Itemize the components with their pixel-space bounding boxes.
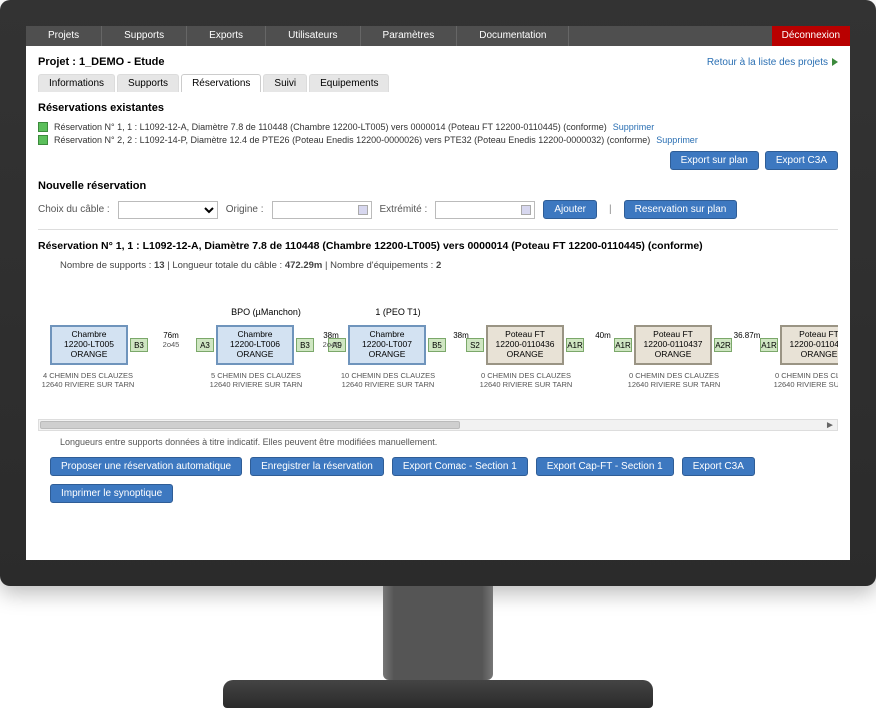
segment-length: 40m — [586, 331, 620, 340]
monitor: Projets Supports Exports Utilisateurs Pa… — [0, 0, 876, 720]
reservation-text: Réservation N° 2, 2 : L1092-14-P, Diamèt… — [54, 135, 650, 145]
node-address: 5 CHEMIN DES CLAUZES12640 RIVIERE SUR TA… — [196, 371, 316, 389]
node-address: 0 CHEMIN DES CLAUZES12640 RIVIERE SUR TA… — [760, 371, 838, 389]
reservation-stats: Nombre de supports : 13 | Longueur total… — [60, 260, 838, 271]
print-synoptic-button[interactable]: Imprimer le synoptique — [50, 484, 173, 503]
node-address: 0 CHEMIN DES CLAUZES12640 RIVIERE SUR TA… — [466, 371, 586, 389]
tab-informations[interactable]: Informations — [38, 74, 115, 92]
back-to-projects-link[interactable]: Retour à la liste des projets — [707, 57, 838, 68]
nav-item-projets[interactable]: Projets — [26, 26, 102, 46]
divider: | — [605, 204, 616, 215]
picker-icon — [358, 205, 368, 215]
bottom-buttons: Proposer une réservation automatique Enr… — [50, 457, 838, 503]
top-nav: Projets Supports Exports Utilisateurs Pa… — [26, 26, 850, 46]
equip-count: 2 — [436, 260, 441, 271]
support-node[interactable]: Chambre12200-LT007ORANGE — [348, 325, 426, 365]
end-input[interactable] — [435, 201, 535, 219]
existing-reservations-title: Réservations existantes — [38, 102, 838, 114]
port-label: B3 — [296, 338, 314, 352]
nav-item-supports[interactable]: Supports — [102, 26, 187, 46]
content: Projet : 1_DEMO - Etude Retour à la list… — [26, 46, 850, 513]
monitor-stand-neck — [383, 586, 493, 680]
export-sur-plan-button[interactable]: Export sur plan — [670, 151, 759, 170]
port-label: A3 — [196, 338, 214, 352]
port-label: A1R — [760, 338, 778, 352]
nav-item-parametres[interactable]: Paramètres — [361, 26, 458, 46]
total-length: 472.29m — [285, 260, 323, 271]
port-label: A2R — [714, 338, 732, 352]
delete-link[interactable]: Supprimer — [656, 135, 698, 145]
propose-auto-button[interactable]: Proposer une réservation automatique — [50, 457, 242, 476]
picker-icon — [521, 205, 531, 215]
port-label: A1R — [566, 338, 584, 352]
tab-supports[interactable]: Supports — [117, 74, 179, 92]
segment-length: 38m — [444, 331, 478, 340]
support-node[interactable]: Poteau FT12200-0110436ORANGE — [486, 325, 564, 365]
support-node[interactable]: Chambre12200-LT005ORANGE — [50, 325, 128, 365]
export-comac-button[interactable]: Export Comac - Section 1 — [392, 457, 528, 476]
node-top-label: 1 (PEO T1) — [348, 307, 448, 317]
origin-input[interactable] — [272, 201, 372, 219]
tabs: Informations Supports Réservations Suivi… — [38, 74, 838, 92]
nav-item-documentation[interactable]: Documentation — [457, 26, 569, 46]
status-square-icon — [38, 135, 48, 145]
horizontal-scrollbar[interactable]: ◄ ► — [38, 419, 838, 431]
support-node[interactable]: Chambre12200-LT006ORANGE — [216, 325, 294, 365]
logout-button[interactable]: Déconnexion — [772, 26, 850, 46]
status-square-icon — [38, 122, 48, 132]
reservation-text: Réservation N° 1, 1 : L1092-12-A, Diamèt… — [54, 122, 607, 132]
scroll-right-arrow[interactable]: ► — [823, 420, 837, 430]
port-label: S2 — [466, 338, 484, 352]
length-note: Longueurs entre supports données à titre… — [60, 437, 838, 447]
port-label: A1R — [614, 338, 632, 352]
origin-label: Origine : — [226, 204, 264, 215]
reservation-sur-plan-button[interactable]: Reservation sur plan — [624, 200, 738, 219]
segment-length: 36.87m — [730, 331, 764, 340]
save-reservation-button[interactable]: Enregistrer la réservation — [250, 457, 384, 476]
synoptic-diagram: BPO (µManchon) 1 (PEO T1) Chambre12200-LT0… — [38, 289, 838, 409]
export-buttons: Export sur plan Export C3A — [38, 151, 838, 170]
project-header: Projet : 1_DEMO - Etude Retour à la list… — [38, 56, 838, 68]
reservation-detail-title: Réservation N° 1, 1 : L1092-12-A, Diamèt… — [38, 240, 838, 252]
new-reservation-title: Nouvelle réservation — [38, 180, 838, 192]
bezel: Projets Supports Exports Utilisateurs Pa… — [0, 0, 876, 586]
reservation-row: Réservation N° 2, 2 : L1092-14-P, Diamèt… — [38, 135, 838, 145]
cable-select[interactable] — [118, 201, 218, 219]
export-c3a-button[interactable]: Export C3A — [765, 151, 838, 170]
scroll-thumb[interactable] — [40, 421, 460, 429]
nav-item-utilisateurs[interactable]: Utilisateurs — [266, 26, 360, 46]
stats-label: | Longueur totale du câble : — [165, 260, 285, 271]
tab-suivi[interactable]: Suivi — [263, 74, 307, 92]
node-address: 0 CHEMIN DES CLAUZES12640 RIVIERE SUR TA… — [614, 371, 734, 389]
reservation-row: Réservation N° 1, 1 : L1092-12-A, Diamèt… — [38, 122, 838, 132]
export-capft-button[interactable]: Export Cap-FT - Section 1 — [536, 457, 674, 476]
segment-length: 38m2o45 — [314, 331, 348, 349]
stats-label: | Nombre d'équipements : — [322, 260, 436, 271]
synoptic-scroll[interactable]: BPO (µManchon) 1 (PEO T1) Chambre12200-LT0… — [38, 289, 838, 419]
support-node[interactable]: Poteau FT12200-0110437ORANGE — [634, 325, 712, 365]
page-title: Projet : 1_DEMO - Etude — [38, 56, 165, 68]
end-label: Extrémité : — [380, 204, 428, 215]
support-node[interactable]: Poteau FT12200-0110438ORANGE — [780, 325, 838, 365]
monitor-stand-base — [223, 680, 653, 708]
new-reservation-form: Choix du câble : Origine : Extrémité : A… — [38, 200, 838, 219]
node-top-label: BPO (µManchon) — [216, 307, 316, 317]
port-label: B3 — [130, 338, 148, 352]
export-c3a-button-2[interactable]: Export C3A — [682, 457, 755, 476]
nav-item-exports[interactable]: Exports — [187, 26, 266, 46]
screen: Projets Supports Exports Utilisateurs Pa… — [26, 26, 850, 560]
port-label: B5 — [428, 338, 446, 352]
tab-reservations[interactable]: Réservations — [181, 74, 261, 92]
delete-link[interactable]: Supprimer — [613, 122, 655, 132]
separator — [38, 229, 838, 230]
stats-label: Nombre de supports : — [60, 260, 154, 271]
node-address: 4 CHEMIN DES CLAUZES12640 RIVIERE SUR TA… — [38, 371, 148, 389]
tab-equipements[interactable]: Equipements — [309, 74, 389, 92]
segment-length: 76m2o45 — [154, 331, 188, 349]
add-button[interactable]: Ajouter — [543, 200, 597, 219]
node-address: 10 CHEMIN DES CLAUZES12640 RIVIERE SUR T… — [328, 371, 448, 389]
cable-label: Choix du câble : — [38, 204, 110, 215]
nav-spacer — [569, 26, 771, 46]
supports-count: 13 — [154, 260, 165, 271]
